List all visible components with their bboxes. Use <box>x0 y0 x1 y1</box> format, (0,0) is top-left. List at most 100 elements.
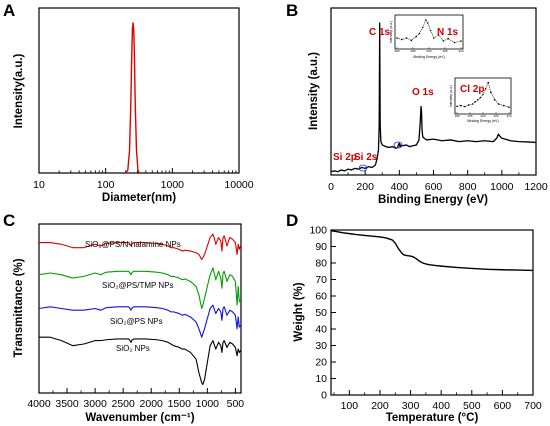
panel-b-series-line-0 <box>330 22 537 173</box>
c-1s-label: C 1s <box>369 27 391 38</box>
panel-c: C 4000 3500 3000 2500 2000 1500 1000 500 SiO₂@P… <box>3 211 244 424</box>
panel-d-x-tick-label-1: 200 <box>371 400 389 412</box>
panel-b-x-tick-label-0: 0 <box>328 181 334 193</box>
inset-1-point-11 <box>437 34 440 36</box>
panel-d-y-tick-label-8: 80 <box>315 258 327 270</box>
panel-d-y-tick-label-1: 10 <box>315 373 327 385</box>
panel-c-series-line-2 <box>38 304 241 338</box>
panel-d-x-tick-label-4: 500 <box>463 400 481 412</box>
panel-c-series-line-3 <box>39 336 241 386</box>
inset-1-tick-label-2: 400 <box>426 49 431 53</box>
inset-2-tick-label-4: 210 <box>506 114 511 118</box>
inset-2-point-2 <box>464 105 466 108</box>
inset-1-point-5 <box>418 32 421 35</box>
panel-d-x-tick-label-2: 300 <box>402 400 420 412</box>
inset-1-point-7 <box>425 19 427 21</box>
inset-n-1s: 390 395 400 405 410 Binding Energy (eV) Inte… <box>389 14 464 59</box>
panel-d-x-tick-label-5: 600 <box>494 400 512 412</box>
panel-c-series-line-1 <box>38 267 241 310</box>
panel-b-x-tick-label-3: 600 <box>425 181 443 193</box>
inset-1-point-13 <box>447 37 450 40</box>
inset-2-tick-label-0: 190 <box>454 114 459 118</box>
inset-cl-2p-series <box>456 81 510 108</box>
si-2p-label: Si 2p <box>333 152 357 163</box>
inset-2-point-9 <box>484 88 487 90</box>
inset-2-point-8 <box>482 93 484 96</box>
panel-d-series-line-0 <box>330 229 534 272</box>
inset-2-tick-label-3: 205 <box>493 114 498 118</box>
panel-d-y-tick-label-3: 30 <box>315 340 327 352</box>
panel-a-ylabel: Intensity(a.u.) <box>13 53 25 128</box>
inset-1-point-0 <box>396 37 398 39</box>
panel-a-x-tick-label-3: 10000 <box>224 179 253 191</box>
series-label-sio2-ps: SiO₂@PS NPs <box>110 317 163 326</box>
inset-1-point-14 <box>453 41 456 44</box>
panel-d-letter: D <box>286 211 298 230</box>
panel-a-x-tick-label-1: 100 <box>97 179 115 191</box>
panel-c-x-tick-label-2: 3000 <box>83 398 107 410</box>
inset-2-point-4 <box>471 103 474 105</box>
panel-c-x-tick-label-0: 4000 <box>27 398 51 410</box>
panel-d-y-tick-label-5: 50 <box>315 307 327 319</box>
inset-2-line <box>456 81 510 108</box>
panel-d-frame <box>330 229 534 396</box>
panel-b-x-tick-label-2: 400 <box>391 181 409 193</box>
panel-b-x-tick-label-4: 800 <box>459 181 477 193</box>
panel-b-x-tick-label-1: 200 <box>356 181 374 193</box>
panel-a-series <box>125 22 140 174</box>
inset-2-point-11 <box>490 91 492 93</box>
n-1s-marker <box>393 141 403 149</box>
panel-c-x-ticks: 4000 3500 3000 2500 2000 1500 1000 500 <box>27 388 244 410</box>
inset-n-1s-series <box>396 19 462 44</box>
inset-2-tick-label-2: 200 <box>480 114 485 118</box>
series-label-tmp: SiO₂@PS/TMP NPs <box>102 281 174 290</box>
panel-c-x-tick-label-1: 3500 <box>55 398 79 410</box>
panel-a-x-tick-label-2: 1000 <box>161 179 185 191</box>
panel-d-x-tick-label-3: 400 <box>432 400 450 412</box>
inset-cl-2p-xlabel: Binding Energy (eV) <box>467 119 498 123</box>
panel-b: B 0 200 400 600 800 1000 1200 C 1s O 1s Si 2p … <box>286 1 548 206</box>
inset-1-point-10 <box>433 37 435 39</box>
inset-1-point-12 <box>442 40 445 42</box>
panel-d-y-tick-label-4: 40 <box>315 324 327 336</box>
panel-d-y-tick-label-6: 60 <box>315 291 327 303</box>
panel-d-y-tick-label-9: 90 <box>315 241 327 253</box>
panel-a-xlabel: Diameter(nm) <box>102 192 176 204</box>
panel-a-series-line-0 <box>125 22 140 174</box>
panel-b-x-tick-label-6: 1200 <box>524 181 548 193</box>
panel-b-xlabel: Binding Energy (eV) <box>378 194 488 206</box>
inset-2-point-6 <box>477 99 479 101</box>
inset-1-point-2 <box>405 37 408 39</box>
panel-c-x-tick-label-4: 2000 <box>140 398 164 410</box>
panel-b-x-ticks: 0 200 400 600 800 1000 1200 <box>328 170 548 193</box>
inset-2-point-1 <box>460 104 462 107</box>
inset-1-tick-label-1: 395 <box>410 49 415 53</box>
inset-cl-2p-ylabel: Intensity (a.u.) <box>449 85 453 107</box>
panel-d-series <box>330 229 534 272</box>
inset-1-line <box>396 19 462 43</box>
panel-c-x-tick-label-5: 1500 <box>168 398 192 410</box>
panel-d-x-ticks: 100 200 300 400 500 600 700 <box>333 390 542 412</box>
panel-d-y-tick-label-7: 70 <box>315 274 327 286</box>
inset-2-point-15 <box>508 106 510 108</box>
inset-2-point-10 <box>487 81 490 84</box>
panel-a-x-tick-label-0: 10 <box>33 179 45 191</box>
inset-n-1s-ylabel: Intensity (a.u.) <box>389 21 393 43</box>
series-label-n-halamine: SiO₂@PS/N-halamine NPs <box>85 240 181 249</box>
inset-2-point-13 <box>497 103 500 105</box>
panel-d: D 100 200 300 400 500 600 700 0 10 20 30 40 50 60 70 8… <box>286 211 542 424</box>
panel-a: A 10 100 1000 10000 Diameter(nm) Intensity(… <box>3 1 254 204</box>
panel-c-series-line-0 <box>39 233 241 261</box>
panel-d-ylabel: Weight (%) <box>293 282 305 341</box>
inset-1-point-9 <box>429 29 432 32</box>
panel-c-series <box>38 233 241 386</box>
panel-c-x-tick-label-3: 2500 <box>111 398 135 410</box>
inset-2-point-3 <box>467 104 470 106</box>
inset-1-point-4 <box>415 35 418 38</box>
inset-1-point-3 <box>410 39 413 42</box>
inset-2-tick-label-1: 195 <box>467 114 472 118</box>
inset-1-point-1 <box>401 38 403 41</box>
inset-1-tick-label-0: 390 <box>394 49 399 53</box>
panel-d-y-tick-label-0: 0 <box>321 390 327 402</box>
